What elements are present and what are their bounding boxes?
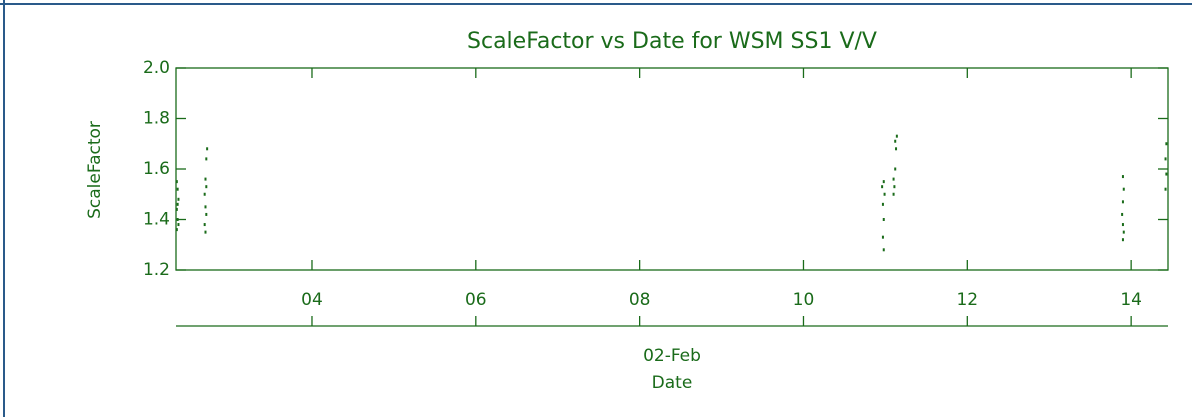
data-point xyxy=(1122,187,1125,191)
data-point xyxy=(1121,212,1124,216)
data-point xyxy=(175,207,178,211)
data-point xyxy=(1164,157,1167,161)
x-tick-label: 08 xyxy=(629,290,651,310)
data-point xyxy=(203,192,206,196)
data-point xyxy=(203,223,206,227)
data-point xyxy=(204,230,207,234)
data-point xyxy=(1165,172,1168,176)
x-tick-label: 10 xyxy=(793,290,815,310)
data-point xyxy=(177,223,180,227)
data-point xyxy=(204,177,207,181)
data-point xyxy=(177,197,180,201)
data-point xyxy=(895,147,898,151)
data-point xyxy=(882,218,885,221)
data-point xyxy=(1164,187,1167,191)
data-point xyxy=(175,180,178,184)
data-point xyxy=(1121,238,1124,242)
data-point xyxy=(881,202,884,206)
data-point xyxy=(1122,230,1125,234)
data-point xyxy=(882,180,885,184)
data-point xyxy=(204,205,207,209)
data-point xyxy=(895,134,898,138)
x-axis-label: Date xyxy=(652,373,693,393)
y-tick-label: 1.2 xyxy=(143,260,170,280)
data-point xyxy=(892,192,895,196)
y-tick-label: 1.4 xyxy=(143,210,170,230)
y-tick-label: 2.0 xyxy=(143,58,170,78)
data-point xyxy=(1165,142,1168,146)
data-point xyxy=(1121,175,1124,179)
data-point xyxy=(205,185,208,189)
data-point xyxy=(881,185,884,189)
data-point xyxy=(882,248,885,252)
y-tick-label: 1.8 xyxy=(143,109,170,129)
x-tick-label: 06 xyxy=(465,290,487,310)
y-tick-label: 1.6 xyxy=(143,159,170,179)
data-point xyxy=(893,185,896,189)
x-tick-label: 14 xyxy=(1120,290,1142,310)
data-point xyxy=(206,147,209,151)
data-point xyxy=(1121,223,1124,227)
data-point xyxy=(894,139,897,143)
data-point xyxy=(176,187,179,191)
chart-title: ScaleFactor vs Date for WSM SS1 V/V xyxy=(467,29,877,54)
x-axis-sublabel: 02-Feb xyxy=(643,346,701,366)
data-point xyxy=(883,192,886,196)
data-point xyxy=(175,228,178,232)
x-tick-label: 12 xyxy=(956,290,978,310)
data-point xyxy=(205,157,208,161)
y-axis-label: ScaleFactor xyxy=(85,121,105,219)
data-point xyxy=(176,218,179,221)
data-point xyxy=(894,167,897,171)
data-point xyxy=(176,202,179,206)
data-point xyxy=(892,177,895,181)
data-point xyxy=(205,212,208,216)
data-point xyxy=(1121,200,1124,204)
data-point xyxy=(881,235,884,239)
x-tick-label: 04 xyxy=(301,290,323,310)
